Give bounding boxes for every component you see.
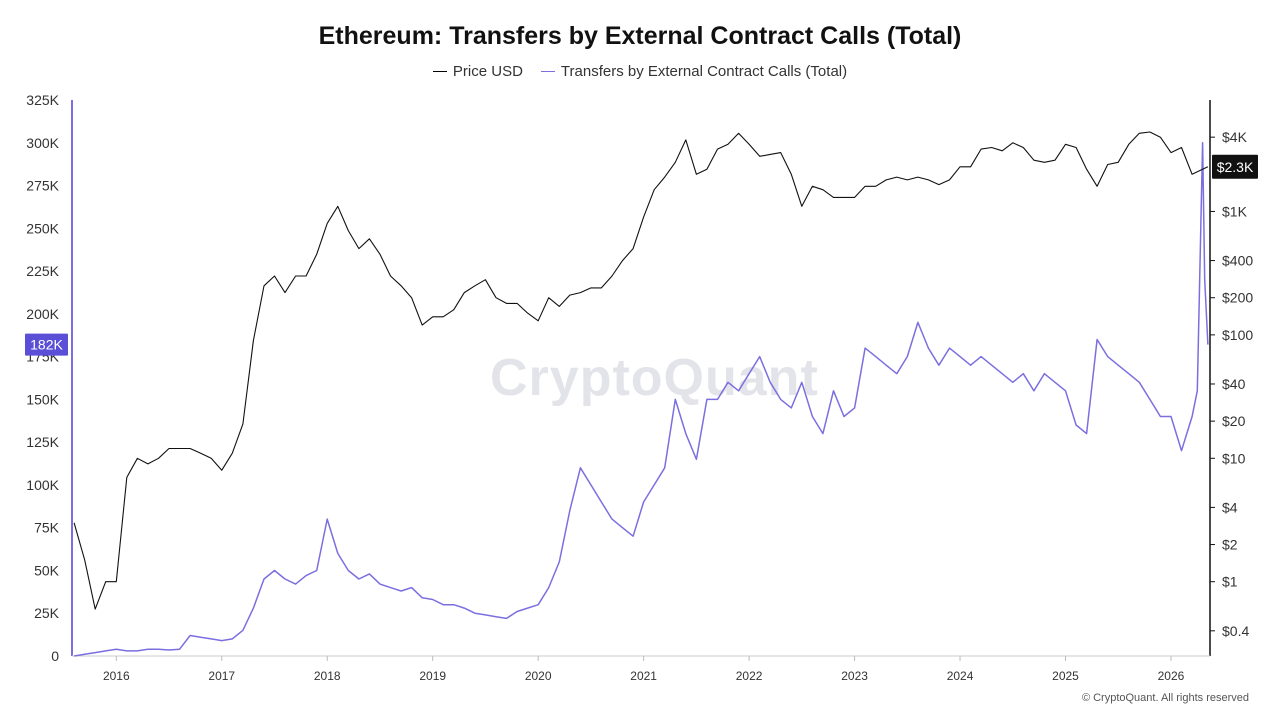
y-right-tick-label: $4K	[1222, 129, 1248, 145]
series-line-price	[73, 131, 1209, 610]
x-tick-label: 2018	[314, 669, 341, 683]
legend-swatch-transfers	[540, 71, 555, 72]
y-right-tick-label: $40	[1222, 376, 1246, 392]
legend: Price USD Transfers by External Contract…	[0, 63, 1280, 80]
x-tick-label: 2020	[525, 669, 552, 683]
x-tick-label: 2019	[419, 669, 446, 683]
x-tick-label: 2021	[630, 669, 657, 683]
y-left-tick-label: 300K	[26, 135, 59, 151]
y-right-tick-label: $4	[1222, 499, 1238, 515]
y-right-tick-label: $0.4	[1222, 623, 1249, 639]
y-left-tick-label: 200K	[26, 306, 59, 322]
current-value-label-left: 182K	[30, 337, 63, 353]
x-tick-label: 2026	[1158, 669, 1185, 683]
y-left-tick-label: 250K	[26, 220, 59, 236]
x-tick-label: 2017	[208, 669, 235, 683]
current-value-badge-right	[1212, 154, 1258, 179]
legend-item-price[interactable]: Price USD	[432, 63, 523, 80]
y-left-tick-label: 75K	[34, 520, 60, 536]
chart-title: Ethereum: Transfers by External Contract…	[318, 22, 962, 50]
y-left-tick-label: 100K	[26, 477, 59, 493]
y-left-tick-label: 50K	[34, 562, 60, 578]
watermark-logo: CryptoQuant	[490, 349, 819, 407]
y-right-tick-label: $2	[1222, 537, 1238, 553]
legend-label-transfers: Transfers by External Contract Calls (To…	[560, 63, 848, 80]
y-left-tick-label: 225K	[26, 263, 59, 279]
x-tick-label: 2025	[1052, 669, 1079, 683]
y-right-tick-label: $200	[1222, 290, 1253, 306]
y-left-tick-label: 0	[51, 648, 59, 664]
y-left-tick-label: 275K	[26, 178, 59, 194]
y-right-tick-label: $100	[1222, 327, 1253, 343]
x-tick-label: 2022	[736, 669, 763, 683]
current-value-label-right: $2.3K	[1217, 159, 1254, 175]
y-right-tick-label: $10	[1222, 450, 1246, 466]
legend-swatch-price	[432, 71, 447, 72]
copyright-notice: © CryptoQuant. All rights reserved	[1081, 692, 1249, 704]
legend-item-transfers[interactable]: Transfers by External Contract Calls (To…	[540, 63, 848, 80]
y-left-tick-label: 325K	[26, 92, 59, 108]
y-right-tick-label: $1	[1222, 574, 1238, 590]
y-right-tick-label: $400	[1222, 253, 1253, 269]
legend-label-price: Price USD	[452, 63, 523, 80]
current-value-badge-left	[25, 333, 68, 356]
x-tick-label: 2023	[841, 669, 868, 683]
x-tick-label: 2024	[947, 669, 974, 683]
y-left-tick-label: 150K	[26, 391, 59, 407]
x-tick-label: 2016	[103, 669, 130, 683]
y-right-tick-label: $20	[1222, 413, 1246, 429]
y-left-tick-label: 25K	[34, 605, 60, 621]
y-left-tick-label: 125K	[26, 434, 59, 450]
y-right-tick-label: $1K	[1222, 203, 1248, 219]
series-line-transfers	[73, 142, 1209, 657]
